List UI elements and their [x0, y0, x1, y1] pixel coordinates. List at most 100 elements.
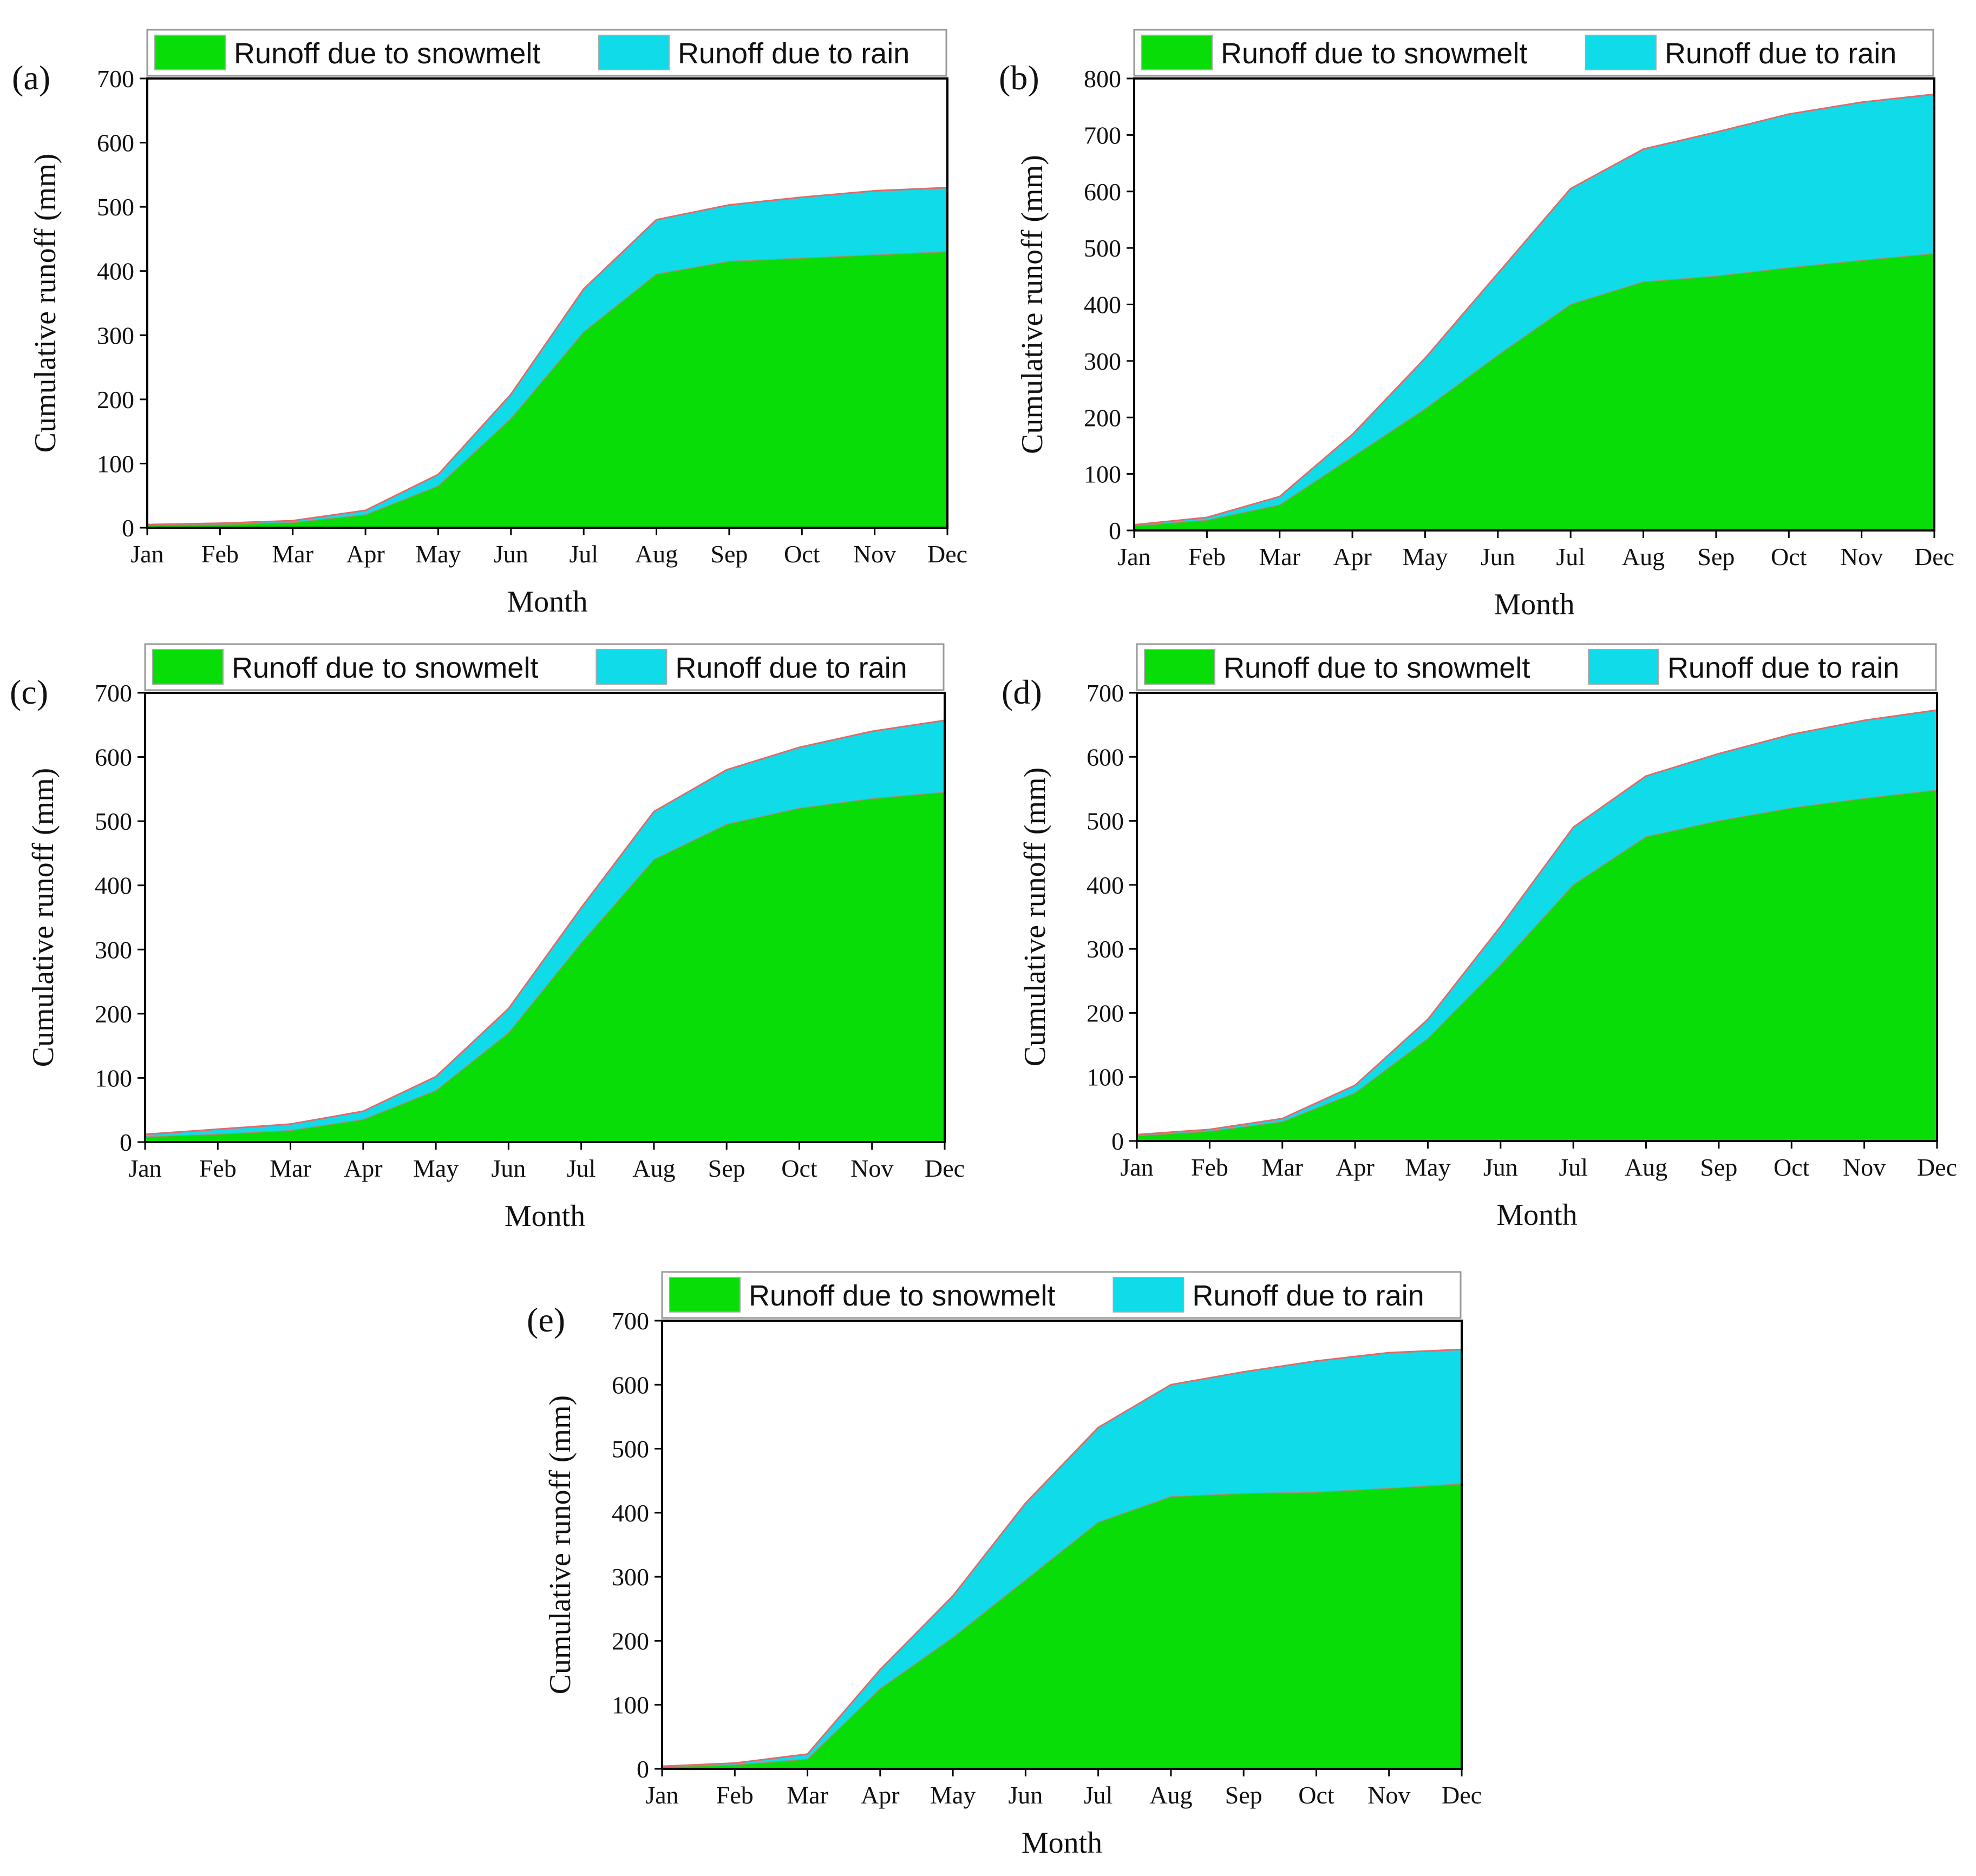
legend-swatch-rain: [1113, 1277, 1185, 1313]
snowmelt-top-line: [145, 791, 945, 1138]
rain-point-mar: [807, 1753, 809, 1755]
rain-area: [1134, 94, 1934, 526]
snowmelt-point-aug: [1170, 1495, 1172, 1498]
x-tick-label: Aug: [1625, 1153, 1667, 1181]
x-tick-label: Mar: [270, 1155, 311, 1182]
x-tick-label: May: [415, 540, 461, 568]
x-tick-label: Sep: [1225, 1781, 1262, 1809]
snowmelt-area: [1137, 790, 1937, 1141]
panel-label: (d): [1002, 673, 1042, 711]
x-tick-label: Sep: [710, 540, 748, 568]
y-tick-label: 500: [612, 1435, 649, 1463]
legend-swatch-rain: [1585, 35, 1657, 70]
y-tick-label: 100: [97, 450, 134, 477]
x-tick-label: Jun: [1481, 543, 1515, 570]
legend-label-rain: Runoff due to rain: [675, 652, 907, 684]
x-tick-label: Dec: [1914, 543, 1954, 570]
rain-point-oct: [1315, 1360, 1317, 1362]
panel-label: (a): [12, 58, 50, 97]
y-tick-label: 300: [1087, 935, 1124, 963]
rain-point-feb: [1206, 516, 1208, 519]
rain-point-jul: [1572, 826, 1574, 828]
snowmelt-point-apr: [362, 1119, 364, 1120]
x-tick-label: Jul: [1556, 543, 1585, 570]
y-tick-label: 200: [95, 1000, 132, 1028]
y-tick-label: 300: [95, 936, 132, 963]
legend-box: [146, 29, 947, 77]
legend-swatch-snowmelt: [1141, 35, 1213, 70]
x-tick-label: Jun: [1008, 1781, 1043, 1809]
x-tick-label: Oct: [1771, 543, 1807, 570]
rain-area: [1137, 710, 1937, 1136]
x-tick-label: Apr: [1336, 1153, 1375, 1181]
x-tick-label: Nov: [1840, 543, 1883, 570]
plot-frame: [144, 692, 946, 1143]
x-tick-label: Jun: [494, 540, 528, 568]
legend-label-snowmelt: Runoff due to snowmelt: [1221, 37, 1527, 70]
x-tick-label: Feb: [1191, 1153, 1228, 1181]
snowmelt-point-aug: [653, 858, 655, 861]
rain-point-sep: [725, 769, 728, 771]
rain-top-line: [145, 719, 945, 1136]
snowmelt-point-sep: [725, 823, 728, 825]
x-tick-label: Dec: [1442, 1781, 1482, 1809]
y-tick-label: 200: [1084, 404, 1121, 431]
x-tick-label: Mar: [787, 1781, 828, 1809]
y-tick-label: 100: [1084, 461, 1121, 488]
rain-point-sep: [1715, 131, 1717, 133]
rain-area: [662, 1349, 1462, 1767]
x-tick-label: Nov: [1843, 1153, 1886, 1181]
rain-point-apr: [362, 1110, 364, 1112]
legend-box: [144, 643, 945, 691]
legend-swatch-snowmelt: [1144, 649, 1215, 685]
x-tick-label: Apr: [344, 1155, 383, 1182]
y-tick-label: 700: [97, 65, 134, 93]
snowmelt-point-feb: [1208, 1130, 1211, 1132]
snowmelt-point-jun: [1024, 1579, 1026, 1581]
y-tick-label: 100: [612, 1691, 649, 1719]
snowmelt-point-apr: [1351, 456, 1353, 458]
x-axis-title: Month: [1494, 588, 1574, 621]
legend-label-rain: Runoff due to rain: [1192, 1280, 1424, 1312]
x-tick-label: Dec: [927, 540, 967, 568]
rain-point-may: [1424, 357, 1426, 359]
plot-frame: [146, 77, 948, 529]
y-tick-label: 600: [1084, 178, 1121, 206]
snowmelt-point-oct: [798, 807, 800, 809]
legend-box: [661, 1271, 1462, 1319]
rain-point-apr: [1354, 1084, 1356, 1086]
snowmelt-top-line: [1134, 253, 1935, 527]
rain-point-nov: [871, 730, 873, 732]
snowmelt-point-sep: [1718, 820, 1720, 822]
y-tick-label: 600: [612, 1371, 649, 1399]
rain-point-nov: [1861, 101, 1863, 103]
plot-frame: [1136, 692, 1938, 1142]
snowmelt-point-may: [1427, 1038, 1429, 1040]
x-tick-label: Sep: [708, 1155, 745, 1182]
snowmelt-point-sep: [1242, 1492, 1245, 1494]
snowmelt-point-oct: [801, 257, 803, 259]
plot-frame: [661, 1320, 1463, 1770]
snowmelt-area: [1134, 253, 1934, 530]
x-tick-label: Aug: [1622, 543, 1665, 570]
x-tick-label: Jan: [1120, 1153, 1153, 1181]
rain-point-nov: [1388, 1352, 1390, 1354]
x-tick-label: Jul: [1084, 1781, 1113, 1809]
y-tick-label: 100: [95, 1064, 132, 1092]
rain-point-oct: [1790, 733, 1792, 736]
rain-top-line: [1134, 93, 1935, 526]
y-tick-label: 300: [97, 322, 134, 349]
y-axis-title: Cumulative runoff (mm): [1016, 155, 1049, 454]
y-tick-label: 200: [1087, 999, 1124, 1027]
snowmelt-point-oct: [1315, 1491, 1317, 1493]
legend: Runoff due to snowmelt Runoff due to rain: [1133, 29, 1934, 77]
y-tick-label: 300: [612, 1563, 649, 1591]
chart-panel-1: 0 100 200 300 400 500 600 700 Jan Feb Mar Apr May Jun…: [12, 29, 967, 619]
snowmelt-point-nov: [1861, 259, 1863, 261]
x-tick-label: Mar: [272, 540, 313, 568]
rain-point-mar: [292, 520, 294, 522]
legend-swatch-rain: [596, 649, 668, 685]
y-tick-label: 0: [120, 1129, 132, 1156]
rain-point-feb: [219, 522, 221, 524]
x-tick-label: Jan: [1117, 543, 1150, 570]
